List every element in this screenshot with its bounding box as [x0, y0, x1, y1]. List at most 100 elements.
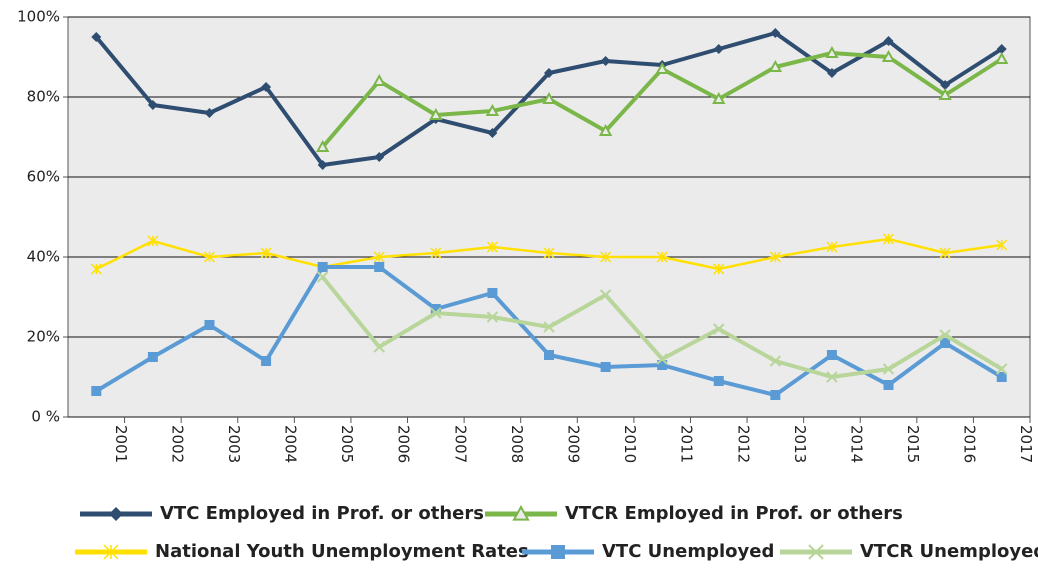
marker — [430, 304, 441, 314]
y-tick-label: 0 % — [31, 408, 60, 426]
marker-shape — [826, 241, 838, 253]
marker-shape — [598, 123, 613, 136]
marker-shape — [940, 80, 951, 90]
marker-shape — [487, 128, 498, 138]
x-tick-label: 2013 — [791, 425, 809, 463]
marker — [808, 544, 824, 560]
marker — [882, 363, 895, 375]
marker — [147, 235, 159, 247]
marker — [430, 247, 442, 259]
marker-shape — [939, 329, 951, 341]
marker — [373, 251, 385, 263]
marker — [374, 262, 385, 272]
marker — [91, 32, 102, 42]
marker — [655, 61, 669, 74]
marker — [770, 28, 781, 38]
marker-shape — [316, 271, 329, 283]
marker — [374, 152, 385, 162]
legend-label: National Youth Unemployment Rates — [155, 541, 529, 562]
marker-shape — [373, 251, 385, 263]
marker-shape — [374, 152, 385, 162]
marker — [317, 262, 328, 272]
marker — [598, 123, 613, 136]
y-tick-label: 80% — [27, 88, 60, 106]
x-tick-label: 2009 — [565, 425, 583, 463]
marker — [713, 263, 725, 275]
marker — [883, 380, 894, 390]
marker-shape — [542, 91, 556, 104]
x-tick-label: 2003 — [225, 425, 243, 463]
marker-shape — [261, 82, 272, 92]
marker — [317, 160, 328, 170]
marker — [713, 44, 724, 54]
marker — [600, 362, 611, 372]
marker-shape — [203, 251, 216, 263]
marker-shape — [996, 239, 1008, 251]
marker — [769, 251, 781, 263]
x-tick-label: 2005 — [338, 425, 356, 463]
marker — [826, 68, 837, 78]
marker-shape — [825, 45, 839, 58]
x-tick-label: 2011 — [678, 425, 696, 463]
x-tick-label: 2006 — [395, 425, 413, 463]
marker — [940, 338, 951, 348]
marker-shape — [543, 321, 555, 333]
marker — [544, 350, 554, 360]
marker — [939, 247, 951, 259]
marker-shape — [995, 51, 1009, 64]
x-tick-label: 2017 — [1017, 425, 1035, 463]
marker-shape — [373, 341, 385, 353]
marker — [883, 36, 894, 46]
marker — [996, 44, 1007, 54]
marker-shape — [826, 68, 837, 78]
marker — [429, 107, 443, 120]
legend-label: VTCR Unemployed — [860, 541, 1038, 562]
marker-shape — [599, 289, 612, 301]
marker-shape — [91, 32, 102, 42]
legend-label: VTCR Employed in Prof. or others — [565, 503, 903, 524]
marker-shape — [600, 56, 611, 66]
marker-shape — [939, 247, 951, 259]
marker-shape — [657, 360, 668, 370]
marker-shape — [770, 28, 781, 38]
marker — [657, 360, 668, 370]
marker — [551, 545, 565, 559]
x-tick-label: 2012 — [734, 425, 752, 463]
marker-shape — [260, 247, 272, 259]
marker-shape — [656, 353, 668, 365]
marker — [543, 247, 555, 259]
marker — [485, 103, 500, 116]
marker — [996, 239, 1008, 251]
marker-shape — [315, 139, 330, 152]
y-tick-label: 100% — [17, 8, 60, 26]
marker — [316, 271, 329, 283]
marker — [939, 329, 951, 341]
marker-shape — [882, 233, 895, 245]
marker — [599, 289, 612, 301]
marker-shape — [713, 323, 725, 335]
marker — [826, 350, 837, 360]
marker — [881, 49, 896, 62]
marker-shape — [938, 87, 952, 100]
marker-shape — [940, 338, 951, 348]
marker — [543, 321, 555, 333]
marker — [260, 247, 272, 259]
marker-shape — [826, 371, 838, 383]
marker — [995, 363, 1008, 375]
marker-shape — [485, 103, 500, 116]
marker-shape — [882, 363, 895, 375]
marker — [204, 108, 215, 118]
marker — [147, 100, 158, 110]
marker-shape — [147, 100, 158, 110]
marker-shape — [103, 544, 119, 560]
marker-shape — [430, 247, 442, 259]
marker-shape — [430, 304, 441, 314]
marker — [487, 288, 498, 298]
marker-shape — [769, 355, 782, 367]
marker-shape — [995, 363, 1008, 375]
marker-shape — [551, 545, 565, 559]
marker-shape — [486, 311, 499, 323]
marker — [656, 251, 668, 263]
marker — [882, 233, 895, 245]
